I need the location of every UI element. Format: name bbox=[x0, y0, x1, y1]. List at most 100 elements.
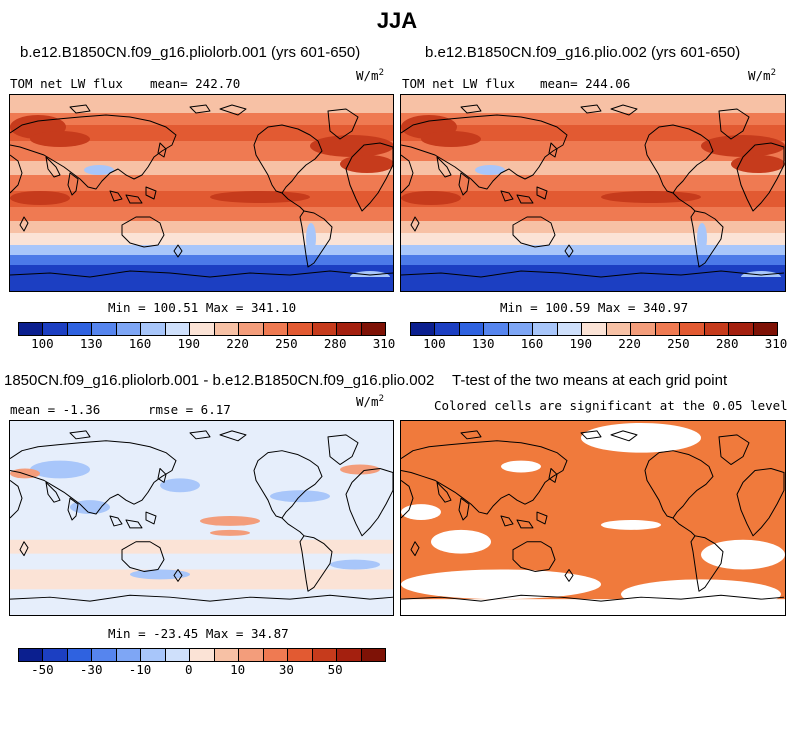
colorbar-tick-label: 190 bbox=[569, 336, 593, 351]
colorbar-cell bbox=[116, 649, 142, 661]
colorbar-cell bbox=[361, 649, 386, 661]
colorbar-cell bbox=[484, 323, 509, 335]
colorbar-cell bbox=[19, 649, 44, 661]
colorbar-tick-label: 50 bbox=[327, 662, 343, 677]
colorbar-tick-label: 10 bbox=[230, 662, 246, 677]
panel-2-colorbar bbox=[410, 322, 778, 336]
colorbar-cell bbox=[263, 323, 289, 335]
colorbar-cell bbox=[288, 323, 313, 335]
colorbar-cell bbox=[435, 323, 460, 335]
panel-3-map-canvas bbox=[10, 421, 393, 615]
panel-3-rmse-label: rmse = 6.17 bbox=[148, 402, 231, 417]
colorbar-cell bbox=[288, 649, 313, 661]
colorbar-cell bbox=[606, 323, 632, 335]
colorbar-cell bbox=[459, 323, 485, 335]
colorbar-cell bbox=[214, 649, 240, 661]
colorbar-cell bbox=[533, 323, 558, 335]
panel-2-variable-label: TOM net LW flux bbox=[402, 76, 515, 91]
colorbar-tick-label: 100 bbox=[31, 336, 54, 351]
colorbar-cell bbox=[190, 323, 215, 335]
colorbar-cell bbox=[239, 323, 264, 335]
panel-1-variable-label: TOM net LW flux bbox=[10, 76, 123, 91]
colorbar-cell bbox=[655, 323, 681, 335]
colorbar-cell bbox=[729, 323, 754, 335]
colorbar-cell bbox=[92, 649, 117, 661]
panel-1-map bbox=[9, 94, 394, 292]
colorbar-tick-label: -50 bbox=[31, 662, 54, 677]
panel-3-minmax: Min = -23.45 Max = 34.87 bbox=[108, 626, 289, 641]
colorbar-cell bbox=[165, 649, 191, 661]
panel-2-units: W/m2 bbox=[748, 68, 776, 84]
panel-3-mean-label: mean = -1.36 bbox=[10, 402, 101, 417]
panel-3-title: 1850CN.f09_g16.pliolorb.001 - b.e12.B185… bbox=[4, 372, 435, 389]
panel-1-units: W/m2 bbox=[356, 68, 384, 84]
colorbar-cell bbox=[337, 323, 362, 335]
colorbar-tick-label: 280 bbox=[323, 336, 347, 351]
panel-4-title: T-test of the two means at each grid poi… bbox=[452, 372, 728, 389]
colorbar-cell bbox=[43, 323, 68, 335]
colorbar-tick-label: -10 bbox=[128, 662, 152, 677]
panel-2-map bbox=[400, 94, 786, 292]
colorbar-cell bbox=[680, 323, 705, 335]
panel-2-colorbar-labels: 100 130 160 190 220 250 280 310 bbox=[410, 336, 787, 352]
colorbar-cell bbox=[557, 323, 583, 335]
colorbar-cell bbox=[239, 649, 264, 661]
colorbar-tick-label: 190 bbox=[177, 336, 201, 351]
panel-1-colorbar-labels: 100 130 160 190 220 250 280 310 bbox=[18, 336, 395, 352]
colorbar-cell bbox=[631, 323, 656, 335]
colorbar-cell bbox=[508, 323, 534, 335]
colorbar-tick-label: 130 bbox=[79, 336, 103, 351]
colorbar-tick-label: 160 bbox=[128, 336, 152, 351]
panel-1-colorbar bbox=[18, 322, 386, 336]
colorbar-cell bbox=[361, 323, 386, 335]
colorbar-tick-label: 220 bbox=[226, 336, 249, 351]
colorbar-tick-label: 280 bbox=[715, 336, 739, 351]
panel-2-title: b.e12.B1850CN.f09_g16.plio.002 (yrs 601-… bbox=[425, 44, 741, 61]
colorbar-cell bbox=[67, 649, 93, 661]
colorbar-tick-label: 220 bbox=[618, 336, 641, 351]
panel-3-units: W/m2 bbox=[356, 394, 384, 410]
panel-4-significance-note: Colored cells are significant at the 0.0… bbox=[434, 398, 788, 413]
figure-title: JJA bbox=[376, 8, 418, 33]
panel-3-map bbox=[9, 420, 394, 616]
panel-4-map-canvas bbox=[401, 421, 785, 615]
colorbar-cell bbox=[704, 323, 730, 335]
colorbar-cell bbox=[312, 649, 338, 661]
colorbar-tick-label: 310 bbox=[764, 336, 788, 351]
colorbar-cell bbox=[214, 323, 240, 335]
panel-1-map-canvas bbox=[10, 95, 393, 291]
colorbar-cell bbox=[67, 323, 93, 335]
panel-3-colorbar-labels: -50 -30 -10 0 10 30 50 bbox=[18, 662, 384, 678]
colorbar-cell bbox=[116, 323, 142, 335]
colorbar-cell bbox=[165, 323, 191, 335]
panel-2-mean-label: mean= 244.06 bbox=[540, 76, 631, 91]
panel-3-colorbar bbox=[18, 648, 386, 662]
colorbar-cell bbox=[19, 323, 44, 335]
colorbar-cell bbox=[92, 323, 117, 335]
colorbar-tick-label: 160 bbox=[520, 336, 544, 351]
colorbar-tick-label: 250 bbox=[667, 336, 690, 351]
panel-2-map-canvas bbox=[401, 95, 785, 291]
panel-1-title: b.e12.B1850CN.f09_g16.pliolorb.001 (yrs … bbox=[20, 44, 361, 61]
colorbar-cell bbox=[337, 649, 362, 661]
colorbar-cell bbox=[312, 323, 338, 335]
colorbar-tick-label: 250 bbox=[275, 336, 298, 351]
colorbar-cell bbox=[753, 323, 778, 335]
colorbar-cell bbox=[141, 649, 166, 661]
colorbar-cell bbox=[43, 649, 68, 661]
colorbar-tick-label: -30 bbox=[79, 662, 103, 677]
panel-2-minmax: Min = 100.59 Max = 340.97 bbox=[500, 300, 689, 315]
colorbar-cell bbox=[190, 649, 215, 661]
colorbar-tick-label: 310 bbox=[372, 336, 396, 351]
colorbar-tick-label: 0 bbox=[185, 662, 193, 677]
colorbar-cell bbox=[141, 323, 166, 335]
colorbar-cell bbox=[263, 649, 289, 661]
colorbar-tick-label: 100 bbox=[423, 336, 446, 351]
panel-1-mean-label: mean= 242.70 bbox=[150, 76, 241, 91]
colorbar-cell bbox=[411, 323, 436, 335]
colorbar-tick-label: 30 bbox=[278, 662, 294, 677]
panel-1-minmax: Min = 100.51 Max = 341.10 bbox=[108, 300, 297, 315]
colorbar-tick-label: 130 bbox=[471, 336, 495, 351]
colorbar-cell bbox=[582, 323, 607, 335]
panel-4-map bbox=[400, 420, 786, 616]
